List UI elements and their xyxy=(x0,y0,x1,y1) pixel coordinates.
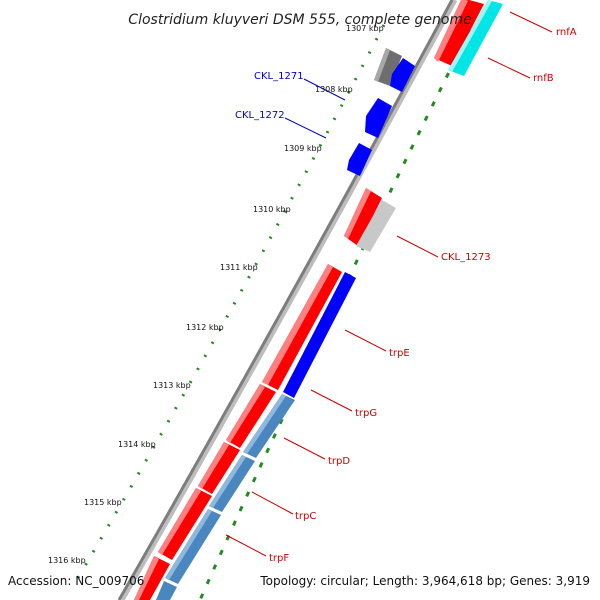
feature-CKL_1273[interactable] xyxy=(356,200,396,252)
feature-trpF-red[interactable] xyxy=(134,556,170,600)
gene-label-CKL_1271: CKL_1271 xyxy=(254,71,304,82)
leader-CKL_1271 xyxy=(303,78,346,101)
leader-trpC xyxy=(251,491,294,515)
tick-label-1311: 1311 kbp xyxy=(220,263,258,272)
accession-text: Accession: NC_009706 xyxy=(8,574,145,588)
feature-trpC-red[interactable] xyxy=(158,488,212,560)
feature-trpE-red[interactable] xyxy=(262,264,342,390)
leader-trpG xyxy=(310,389,353,412)
tick-label-1314: 1314 kbp xyxy=(118,440,156,449)
gene-label-trpF: trpF xyxy=(269,553,289,564)
leader-CKL_1272 xyxy=(284,117,327,139)
map-title: Clostridium kluyveri DSM 555, complete g… xyxy=(128,12,471,28)
feature-trpE-blue[interactable] xyxy=(283,272,356,398)
feature-rnfA[interactable] xyxy=(434,0,484,66)
tick-dots-outer xyxy=(198,29,472,600)
tick-label-1313: 1313 kbp xyxy=(153,381,191,390)
feature-trpG-steel[interactable] xyxy=(243,394,295,458)
gene-label-trpE: trpE xyxy=(389,348,410,359)
genome-backbone-shadow xyxy=(119,0,458,600)
gene-label-trpG: trpG xyxy=(355,408,377,419)
tick-label-1310: 1310 kbp xyxy=(253,205,291,214)
tick-label-1316: 1316 kbp xyxy=(48,556,86,565)
feature-trpD-steel[interactable] xyxy=(209,455,255,512)
feature-blue-small[interactable] xyxy=(347,143,372,176)
leader-rnfB xyxy=(487,57,531,79)
tick-dots-inner xyxy=(70,24,386,589)
leader-CKL_1273 xyxy=(396,235,439,258)
leader-trpE xyxy=(344,329,387,352)
label-leaders xyxy=(225,11,553,557)
gene-label-trpC: trpC xyxy=(295,511,316,522)
feature-CKL_1271[interactable] xyxy=(390,58,415,92)
leader-trpD xyxy=(283,437,326,460)
leader-trpF xyxy=(225,534,267,557)
feature-trpF-steel[interactable] xyxy=(156,581,177,600)
gene-label-CKL_1272: CKL_1272 xyxy=(235,110,285,121)
gene-label-trpD: trpD xyxy=(328,456,350,467)
tick-label-1308: 1308 kbp xyxy=(315,85,353,94)
gene-label-rnfA: rnfA xyxy=(556,27,577,38)
tick-label-1307: 1307 kbp xyxy=(346,24,384,33)
genome-backbone xyxy=(117,0,454,600)
tick-label-1309: 1309 kbp xyxy=(284,144,322,153)
genome-summary-text: Topology: circular; Length: 3,964,618 bp… xyxy=(260,574,590,588)
tick-ring-inner xyxy=(70,24,386,589)
feature-CKL_1272[interactable] xyxy=(365,98,392,138)
leader-rnfA xyxy=(509,11,553,33)
gene-label-CKL_1273: CKL_1273 xyxy=(441,252,491,263)
tick-label-1312: 1312 kbp xyxy=(186,323,224,332)
feature-rnfB[interactable] xyxy=(448,0,503,76)
feature-trpD-red[interactable] xyxy=(198,442,240,494)
feature-gray-cds[interactable] xyxy=(374,48,402,86)
gene-label-rnfB: rnfB xyxy=(533,73,554,84)
feature-trpG-red[interactable] xyxy=(226,384,276,448)
feature-red-1310[interactable] xyxy=(344,188,382,246)
tick-label-1315: 1315 kbp xyxy=(84,498,122,507)
tick-ring-outer xyxy=(198,29,472,600)
feature-trpC-steel[interactable] xyxy=(165,509,221,584)
